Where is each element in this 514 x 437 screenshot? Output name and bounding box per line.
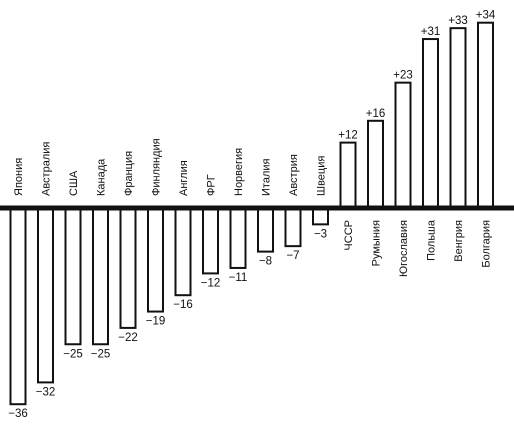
bar-9: [229, 207, 247, 269]
category-label-1: Япония: [13, 158, 25, 196]
category-label-12: Швеция: [316, 156, 328, 196]
category-label-18: Болгария: [481, 220, 493, 268]
value-labels: −36 −32 −25 −25 −22 −19 −16 −12 −11 −8 −7 −3 +12 +16 +…: [8, 10, 496, 421]
value-label-18: +34: [476, 10, 496, 22]
bar-17: [449, 27, 467, 210]
category-labels: Япония Австралия США Канада Франция Финляндия…: [13, 138, 493, 277]
bar-4: [92, 207, 109, 346]
value-label-10: −8: [259, 256, 272, 268]
bar-8: [202, 207, 219, 275]
category-label-10: Италия: [261, 158, 273, 196]
bar-18: [477, 21, 494, 210]
category-label-2: Австралия: [41, 142, 53, 196]
category-label-9: Норвегия: [233, 148, 245, 196]
bar-1: [9, 207, 27, 406]
value-label-14: +16: [366, 108, 386, 120]
category-label-8: ФРГ: [206, 174, 218, 196]
category-label-13: ЧССР: [343, 220, 355, 251]
bar-2: [37, 207, 54, 384]
category-label-11: Австрия: [288, 154, 300, 196]
value-label-7: −16: [173, 299, 193, 311]
value-label-11: −7: [286, 250, 299, 262]
bar-10: [257, 207, 274, 253]
value-label-16: +31: [421, 26, 441, 38]
bar-11: [284, 207, 302, 248]
value-label-6: −19: [146, 316, 166, 328]
category-label-16: Польша: [426, 219, 438, 261]
bar-3: [64, 207, 82, 346]
value-label-4: −25: [91, 348, 111, 360]
value-label-17: +33: [448, 15, 468, 27]
bar-15: [394, 81, 412, 209]
value-label-2: −32: [36, 386, 56, 398]
category-label-7: Англия: [178, 160, 190, 196]
bar-5: [119, 207, 137, 329]
bar-16: [422, 38, 439, 209]
value-label-9: −11: [229, 272, 248, 284]
bar-6: [147, 207, 164, 313]
value-label-3: −25: [63, 348, 83, 360]
bar-14: [367, 119, 384, 209]
bars-layer: [9, 21, 494, 406]
category-label-14: Румыния: [371, 220, 383, 266]
bar-13: [339, 141, 357, 210]
value-label-12: −3: [314, 228, 327, 240]
category-label-5: Франция: [123, 151, 135, 196]
value-label-8: −12: [201, 277, 221, 289]
value-label-1: −36: [8, 408, 28, 420]
category-label-3: США: [68, 170, 80, 196]
bar-7: [174, 207, 192, 297]
category-label-6: Финляндия: [151, 138, 163, 196]
category-label-15: Югославия: [398, 220, 410, 277]
category-label-17: Венгрия: [453, 220, 465, 262]
category-label-4: Канада: [96, 158, 108, 196]
value-label-5: −22: [118, 332, 138, 344]
value-label-13: +12: [338, 130, 358, 142]
value-label-15: +23: [393, 70, 413, 82]
